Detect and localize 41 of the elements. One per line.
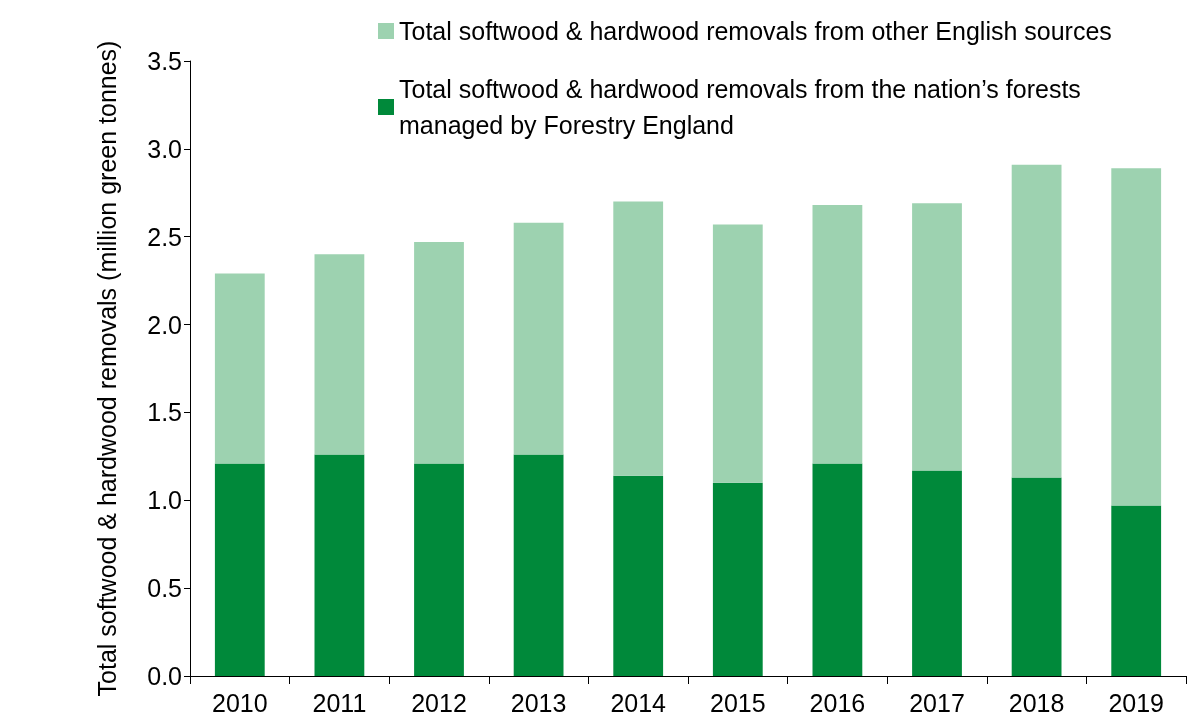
x-tick-label: 2016	[809, 688, 866, 717]
bar	[812, 205, 863, 464]
bar	[513, 222, 564, 455]
bar	[712, 224, 763, 483]
y-tick-label: 3.0	[147, 134, 182, 163]
bar	[613, 475, 664, 676]
bar	[613, 201, 664, 476]
bar	[414, 463, 464, 676]
bar	[314, 454, 365, 676]
y-tick-label: 3.5	[147, 47, 182, 75]
bar	[214, 273, 265, 464]
y-tick-label: 0.5	[147, 574, 182, 603]
bar	[414, 241, 464, 464]
y-tick-label: 0.0	[147, 662, 182, 690]
y-axis-title: Total softwood & hardwood removals (million green tonnes)	[93, 40, 121, 697]
bar	[912, 470, 962, 676]
y-tick-label: 2.5	[147, 222, 182, 251]
bar	[912, 203, 962, 471]
legend-label: Total softwood & hardwood removals from other English sources	[399, 17, 1112, 45]
legend-label: Total softwood & hardwood removals from the nation’s forests managed by Forestry England	[399, 75, 1088, 139]
y-tick-label: 2.0	[147, 310, 182, 339]
x-tick-label: 2018	[1008, 688, 1065, 717]
x-tick-label: 2012	[411, 688, 467, 717]
bar	[1011, 164, 1062, 478]
x-tick-label: 2010	[211, 688, 268, 717]
bar	[214, 463, 265, 676]
y-tick-label: 1.0	[147, 486, 182, 515]
x-tick-label: 2014	[610, 688, 667, 717]
x-tick-label: 2019	[1108, 688, 1165, 717]
x-tick-label: 2011	[312, 688, 367, 717]
bar	[314, 254, 365, 455]
x-tick-label: 2015	[709, 688, 766, 717]
bar	[1111, 505, 1162, 676]
x-tick-label: 2013	[510, 688, 567, 717]
bar	[1111, 168, 1162, 506]
bar	[712, 482, 763, 676]
bar	[513, 454, 564, 676]
bar	[1011, 477, 1062, 676]
y-tick-label: 1.5	[147, 398, 182, 427]
x-tick-label: 2017	[909, 688, 965, 717]
bar	[812, 463, 863, 676]
